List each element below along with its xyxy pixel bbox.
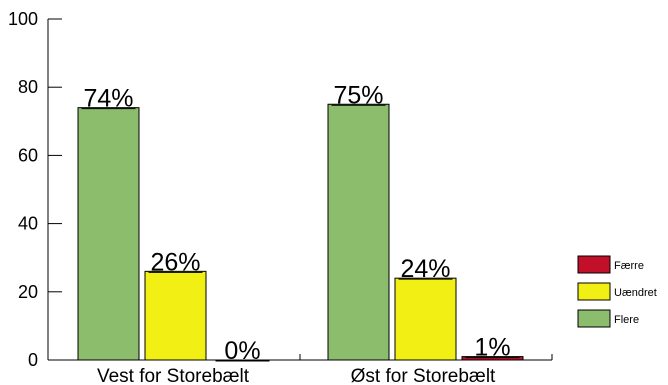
x-category-label: Vest for Storebælt (97, 366, 250, 385)
y-axis-ticks: 0 20 40 60 80 100 (8, 9, 62, 370)
bars (77, 103, 524, 361)
data-label: 74% (83, 85, 133, 113)
y-tick-label: 20 (18, 282, 38, 302)
legend-swatch-uaendret (577, 282, 611, 301)
x-category-label: Øst for Storebælt (351, 366, 496, 385)
legend-label-flere: Flere (614, 314, 639, 326)
y-tick-label: 100 (8, 9, 38, 29)
x-axis-labels: Vest for Storebælt Øst for Storebælt (97, 366, 496, 385)
bar-uaendret-vest-for-storebaelt (144, 270, 207, 361)
data-labels: 74% 26% 0% 75% 24% 1% (81, 81, 520, 365)
bar-uaendret-ost-for-storebaelt (394, 277, 457, 361)
data-label: 26% (150, 248, 200, 276)
y-tick-label: 40 (18, 214, 38, 234)
legend-label-faerre: Færre (614, 260, 644, 272)
bar-flere-ost-for-storebaelt (327, 103, 390, 361)
bar-faerre-ost-for-storebaelt (461, 356, 524, 361)
legend-swatch-flere (577, 309, 611, 328)
y-tick-label: 80 (18, 77, 38, 97)
legend: Færre Uændret Flere (577, 255, 657, 328)
y-tick-label: 0 (28, 350, 38, 370)
bar-flere-vest-for-storebaelt (77, 107, 140, 361)
data-label: 0% (224, 337, 260, 365)
legend-swatch-faerre (577, 255, 611, 274)
data-label: 1% (474, 334, 510, 362)
legend-label-uaendret: Uændret (614, 287, 657, 299)
y-tick-label: 60 (18, 145, 38, 165)
data-label: 24% (400, 255, 450, 283)
data-label: 75% (333, 81, 383, 109)
